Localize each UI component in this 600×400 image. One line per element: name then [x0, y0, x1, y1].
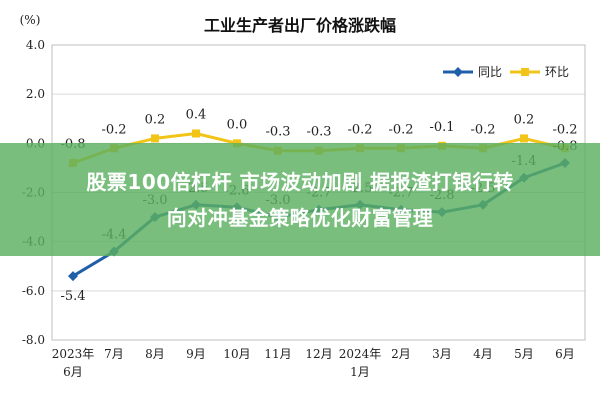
legend-label: 环比 — [545, 65, 569, 79]
legend-label: 同比 — [478, 65, 502, 79]
data-point — [68, 271, 78, 282]
chart-title: 工业生产者出厂价格涨跌幅 — [204, 16, 396, 35]
data-label: -0.2 — [470, 122, 495, 137]
y-unit-label: (%) — [20, 13, 41, 27]
data-label: -5.4 — [60, 289, 85, 304]
x-tick-label: 2024年 — [339, 347, 382, 361]
x-tick-label: 2023年 — [52, 347, 95, 361]
x-tick-label: 4月 — [473, 347, 493, 361]
y-tick-label: -8.0 — [22, 333, 45, 347]
data-label: -0.2 — [101, 122, 126, 137]
x-tick-label: 11月 — [264, 347, 291, 361]
headline-line-1: 股票100倍杠杆 市场波动加剧 据报渣打银行转 — [86, 169, 514, 194]
x-tick-label: 1月 — [350, 365, 370, 379]
data-point — [520, 134, 528, 143]
data-label: -0.2 — [347, 122, 372, 137]
y-tick-label: -6.0 — [22, 284, 45, 298]
x-tick-label: 10月 — [223, 347, 250, 361]
headline-line-2: 向对冲基金策略优化财富管理 — [166, 205, 434, 230]
x-tick-label: 9月 — [186, 347, 206, 361]
data-label: 0.2 — [145, 112, 166, 127]
data-label: 0.0 — [227, 117, 248, 132]
data-label: -0.3 — [265, 125, 290, 140]
y-tick-label: 2.0 — [26, 87, 45, 101]
x-tick-label: 7月 — [104, 347, 124, 361]
data-label: 0.2 — [514, 112, 535, 127]
data-label: 0.4 — [186, 108, 207, 123]
x-tick-label: 12月 — [305, 347, 332, 361]
data-label: -0.2 — [388, 122, 413, 137]
x-tick-label: 3月 — [432, 347, 452, 361]
data-point — [192, 129, 200, 138]
x-tick-label: 5月 — [514, 347, 534, 361]
x-tick-label: 8月 — [145, 347, 165, 361]
data-label: -0.1 — [429, 120, 454, 135]
data-label: -0.3 — [306, 125, 331, 140]
data-point — [151, 134, 159, 143]
x-tick-label: 6月 — [555, 347, 575, 361]
x-tick-label: 2月 — [391, 347, 411, 361]
data-label: -0.2 — [552, 122, 577, 137]
legend-marker — [453, 67, 463, 77]
legend-marker — [521, 68, 529, 76]
y-tick-label: 4.0 — [26, 38, 45, 52]
news-headline-banner[interactable]: 股票100倍杠杆 市场波动加剧 据报渣打银行转 向对冲基金策略优化财富管理 — [0, 143, 600, 256]
x-tick-label: 6月 — [63, 365, 83, 379]
